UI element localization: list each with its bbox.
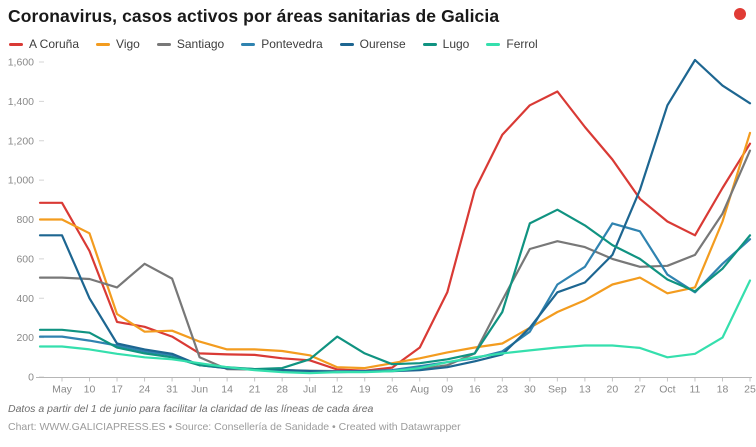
x-axis-label: 17	[111, 384, 123, 396]
x-axis-label: Sep	[548, 384, 567, 396]
x-axis-label: 14	[221, 384, 233, 396]
series-line-ferrol	[38, 279, 752, 375]
legend-item-vigo[interactable]: Vigo	[96, 37, 140, 51]
x-axis-label: 30	[524, 384, 536, 396]
x-axis-label: Jul	[303, 384, 316, 396]
legend-swatch	[486, 42, 501, 46]
x-axis-label: 25	[744, 384, 756, 396]
legend-label: Lugo	[442, 37, 470, 51]
x-axis-label: 27	[634, 384, 646, 396]
legend-swatch	[9, 42, 23, 46]
legend-item-lugo[interactable]: Lugo	[422, 37, 470, 51]
x-axis-label: Aug	[410, 384, 429, 396]
legend-swatch	[339, 42, 354, 46]
legend-item-pontevedra[interactable]: Pontevedra	[241, 37, 323, 51]
x-axis-label: 11	[690, 384, 701, 396]
chart-note: Datos a partir del 1 de junio para facil…	[8, 403, 374, 415]
legend-label: Santiago	[176, 37, 225, 51]
y-axis-label: 200	[16, 332, 34, 344]
legend-item-santiago[interactable]: Santiago	[156, 37, 225, 51]
x-axis-label: 13	[579, 384, 591, 396]
x-axis-label: Oct	[659, 384, 675, 396]
x-axis-label: 20	[607, 384, 619, 396]
x-axis-label: 26	[386, 384, 398, 396]
legend-label: Pontevedra	[261, 37, 323, 51]
legend-swatch	[422, 42, 437, 46]
y-axis-label: 1,000	[8, 175, 34, 187]
x-axis-label: May	[52, 384, 73, 396]
legend-item-ourense[interactable]: Ourense	[339, 37, 406, 51]
series-line-a-coruña	[38, 90, 752, 372]
series-line-vigo	[38, 131, 752, 370]
x-axis-label: 12	[331, 384, 343, 396]
legend-swatch	[156, 42, 171, 46]
legend-label: Vigo	[116, 37, 140, 51]
y-axis-label: 1,200	[8, 135, 34, 147]
x-axis-label: 10	[84, 384, 96, 396]
x-axis-label: 16	[469, 384, 481, 396]
y-axis-label: 1,400	[8, 96, 34, 108]
y-axis-label: 0	[28, 372, 34, 384]
chart-credit: Chart: WWW.GALICIAPRESS.ES • Source: Con…	[8, 421, 461, 433]
x-axis-label: 19	[359, 384, 371, 396]
x-axis-label: 28	[276, 384, 288, 396]
y-axis-label: 400	[16, 293, 34, 305]
legend-label: Ourense	[359, 37, 406, 51]
legend-swatch	[96, 42, 111, 46]
x-axis-label: 24	[139, 384, 151, 396]
page-title: Coronavirus, casos activos por áreas san…	[8, 6, 500, 26]
legend-label: Ferrol	[506, 37, 538, 51]
site-logo-icon	[734, 8, 746, 20]
y-axis-label: 800	[16, 214, 34, 226]
y-axis-label: 600	[16, 253, 34, 265]
legend: A Coruña Vigo Santiago Pontevedra Ourense Lug…	[9, 37, 538, 51]
x-axis-label: 23	[496, 384, 508, 396]
legend-item-a-coruña[interactable]: A Coruña	[9, 37, 79, 51]
x-axis-label: 31	[166, 384, 178, 396]
series-line-ourense	[38, 58, 752, 374]
legend-item-ferrol[interactable]: Ferrol	[486, 37, 538, 51]
y-axis-label: 1,600	[8, 57, 34, 69]
x-axis-label: 21	[249, 384, 261, 396]
series-line-lugo	[38, 208, 752, 371]
x-axis-label: Jun	[191, 384, 208, 396]
legend-label: A Coruña	[29, 37, 80, 51]
x-axis-label: 09	[441, 384, 453, 396]
x-axis-label: 18	[717, 384, 729, 396]
legend-swatch	[241, 42, 256, 46]
